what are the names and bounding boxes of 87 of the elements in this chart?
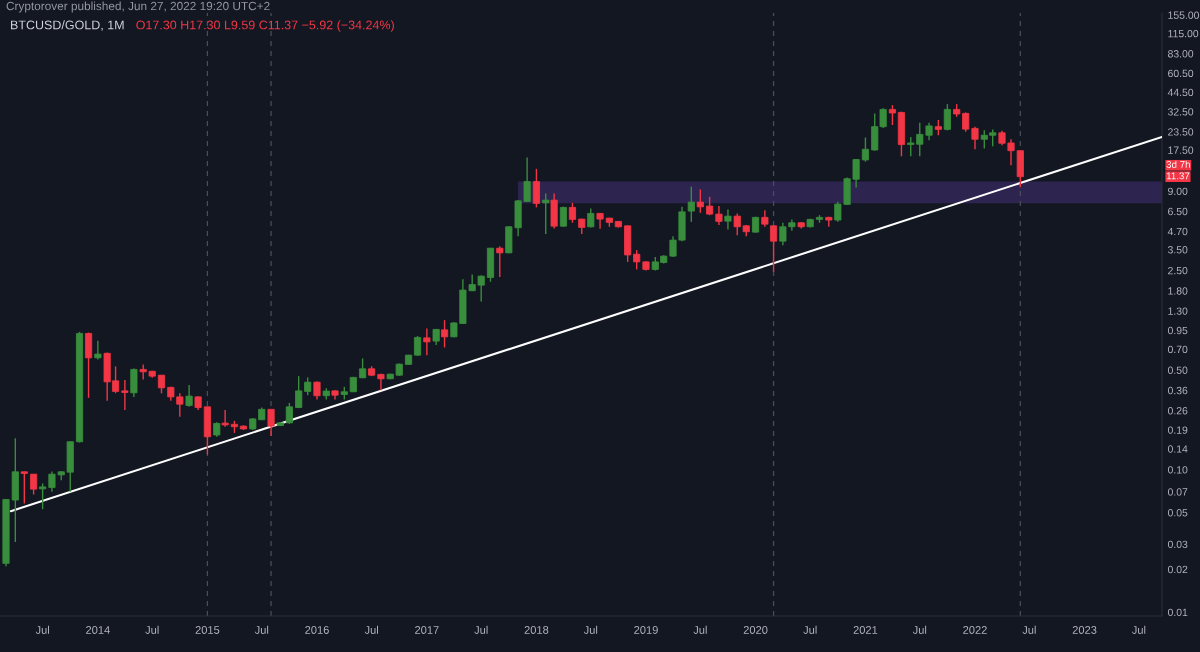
candlestick [267,408,275,437]
y-tick-label: 32.50 [1167,108,1194,116]
candlestick [185,384,193,408]
y-tick-label: 0.01 [1167,608,1188,617]
x-tick-label: Jul [583,625,598,634]
y-tick-label: 83.00 [1168,50,1194,58]
x-tick-label: 2018 [524,626,549,634]
y-tick-label: 0.19 [1167,426,1188,434]
y-tick-label: 0.05 [1167,509,1188,517]
x-tick-label: 2021 [853,626,878,634]
candlestick [633,249,641,271]
candlestick [769,224,778,273]
y-tick-label: 1.30 [1168,307,1188,315]
x-tick-label: 2014 [86,626,110,634]
x-tick-label: Jul [474,625,488,634]
x-tick-label: Jul [35,625,49,634]
y-tick-label: 0.50 [1167,366,1188,374]
x-tick-label: 2017 [415,626,439,634]
x-tick-label: 2019 [634,626,658,634]
candlestick [542,192,550,235]
candlestick [943,103,951,132]
y-tick-label: 0.03 [1167,540,1188,549]
x-tick-label: 2016 [305,626,329,634]
x-tick-label: Jul [364,625,378,634]
x-tick-label: Jul [1131,625,1146,634]
y-tick-label: 9.00 [1168,187,1188,196]
candlestick [861,136,869,163]
y-tick-label: 60.50 [1168,69,1194,78]
x-tick-label: Jul [254,625,269,634]
y-tick-label: 4.70 [1167,227,1188,236]
candlestick [696,188,704,214]
candlestick [441,319,449,349]
y-tick-label: 2.50 [1168,266,1188,275]
annotation: O17.30 H17.30 L9.59 C11.37 −5.92 (−34.24%) [136,20,394,32]
candlestick [687,186,695,223]
y-tick-label: 155.00 [1168,11,1200,19]
text: 3d 7h [1166,160,1190,168]
x-tick-label: Jul [693,625,707,634]
y-tick-label: 0.36 [1167,386,1188,395]
x-tick-label: Jul [912,625,927,634]
y-tick-label: 0.07 [1167,488,1188,496]
candlestick [295,375,303,409]
candlestick [971,125,979,150]
x-tick-label: Jul [145,625,159,634]
y-tick-label: 0.26 [1167,407,1188,415]
y-tick-label: 0.10 [1167,466,1188,474]
y-tick-label: 23.50 [1168,128,1194,136]
y-tick-label: 1.80 [1168,287,1188,295]
candlestick [130,367,138,398]
y-tick-label: 6.50 [1168,207,1188,216]
x-tick-label: 2023 [1072,626,1097,634]
y-tick-label: 3.50 [1167,246,1188,254]
candlestick [532,168,540,209]
x-tick-label: Jul [803,625,817,634]
y-tick-label: 0.95 [1167,326,1188,335]
candlestick [359,357,367,379]
candlestick [20,470,28,505]
candlestick [568,202,577,224]
y-tick-label: 0.70 [1167,345,1188,354]
candlestick [221,409,229,428]
candlestick [121,379,129,411]
candlestick [715,205,723,226]
y-tick-label: 44.50 [1167,88,1194,97]
y-tick-label: 0.14 [1167,445,1188,453]
x-tick-label: 2022 [963,626,987,634]
candlestick [30,473,38,496]
candlestick [496,245,504,278]
candlestick [587,207,595,229]
candlestick [285,402,293,425]
y-tick-label: 115.00 [1168,29,1199,38]
candlestick [888,104,897,126]
candlestick [413,335,422,357]
candlestick [157,374,166,395]
chart-title: BTCUSD/GOLD, 1M [11,20,124,31]
candlestick [724,208,732,231]
candlestick [94,340,102,361]
y-tick-label: 0.02 [1167,565,1188,574]
candlestick [377,373,385,391]
text: 11.37 [1166,172,1190,180]
x-tick-label: 2015 [195,626,220,634]
candlestick [39,482,47,510]
candlestick [423,327,431,356]
x-tick-label: Jul [1022,625,1036,634]
y-tick-label: 17.50 [1168,146,1194,154]
x-tick-label: 2020 [743,626,768,634]
text: Cryptorover published, Jun 27, 2022 19:20 UTC+2 [6,1,270,13]
candlestick [962,111,970,133]
